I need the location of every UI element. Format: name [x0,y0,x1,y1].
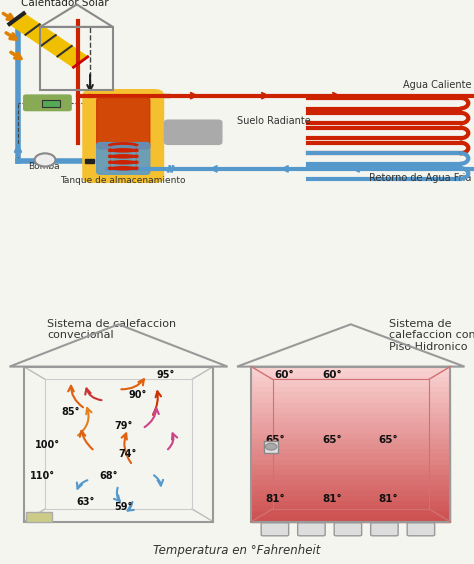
FancyBboxPatch shape [334,523,362,536]
FancyBboxPatch shape [164,120,222,144]
Text: Temperatura en °Fahrenheit: Temperatura en °Fahrenheit [153,544,321,557]
Bar [251,512,450,517]
Bar [42,100,60,107]
Text: Calentador Solar: Calentador Solar [21,0,109,8]
Text: Boiler: Boiler [176,127,211,137]
FancyBboxPatch shape [407,523,435,536]
Bar [264,441,278,452]
Bar [251,460,450,465]
Circle shape [265,443,277,450]
Bar [251,377,450,382]
Bar [251,434,450,439]
Bar [251,393,450,398]
Bar [251,517,450,522]
Text: 60°: 60° [322,370,342,380]
Bar [251,481,450,486]
FancyBboxPatch shape [97,143,150,174]
Bar [251,491,450,496]
Bar [24,367,213,522]
Text: 65°: 65° [265,435,285,445]
Text: 81°: 81° [322,494,342,504]
Text: Sistema de calefaccion
convecional: Sistema de calefaccion convecional [47,319,176,340]
Text: 65°: 65° [379,435,399,445]
Bar [251,372,450,377]
Bar [40,27,113,90]
Circle shape [35,153,55,166]
Text: 90°: 90° [128,390,146,400]
Text: 110°: 110° [30,472,55,482]
Text: 63°: 63° [76,497,94,507]
Text: 95°: 95° [157,370,175,380]
Text: Bomba: Bomba [28,162,60,171]
Text: Sistema de
calefaccion con
Piso Hidronico: Sistema de calefaccion con Piso Hidronic… [389,319,474,352]
Bar [251,429,450,434]
Bar [251,382,450,387]
FancyBboxPatch shape [97,98,150,149]
Bar [251,367,450,522]
Bar [26,512,52,522]
Text: Control: Control [28,100,56,109]
Polygon shape [9,14,88,67]
Bar [251,475,450,481]
Bar [45,379,192,509]
FancyBboxPatch shape [83,90,164,182]
Bar [251,450,450,455]
Text: 79°: 79° [114,421,132,431]
Text: 74°: 74° [119,449,137,459]
Bar [251,398,450,403]
Text: Suelo Radiante: Suelo Radiante [237,116,311,126]
Text: 65°: 65° [322,435,342,445]
Bar [251,408,450,413]
Text: 68°: 68° [100,472,118,482]
Bar [251,496,450,501]
Bar [85,159,94,163]
Bar [251,439,450,444]
Text: 81°: 81° [379,494,399,504]
Text: 59°: 59° [114,503,132,513]
Text: 85°: 85° [62,407,81,417]
Bar [251,367,450,372]
FancyBboxPatch shape [24,95,71,111]
Bar [251,424,450,429]
Bar [273,379,429,509]
Bar [251,403,450,408]
Bar [251,444,450,450]
Bar [251,501,450,506]
FancyBboxPatch shape [371,523,398,536]
Bar [251,486,450,491]
Text: 100°: 100° [35,440,60,451]
Text: 60°: 60° [274,370,294,380]
FancyBboxPatch shape [298,523,325,536]
Bar [251,455,450,460]
Bar [251,506,450,512]
Bar [251,418,450,424]
Text: Tanque de almacenamiento: Tanque de almacenamiento [61,176,186,185]
Text: 81°: 81° [265,494,285,504]
Bar [251,387,450,393]
FancyBboxPatch shape [261,523,289,536]
Bar [251,413,450,418]
Bar [251,465,450,470]
Text: Agua Caliente: Agua Caliente [403,80,472,90]
Bar [251,470,450,475]
Text: Retorno de Agua Fria: Retorno de Agua Fria [369,173,472,183]
